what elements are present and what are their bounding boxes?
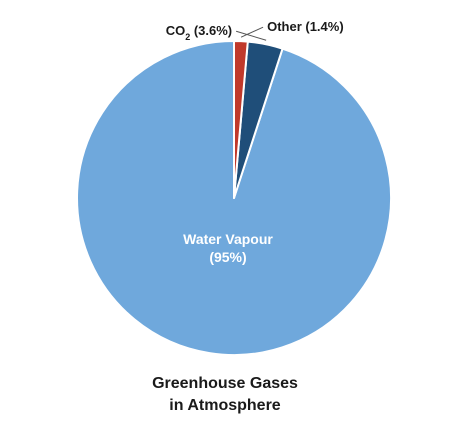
pie-slices	[76, 40, 393, 356]
chart-title-line-1: Greenhouse Gases	[152, 375, 298, 392]
pie-leader-line-co2	[236, 30, 267, 41]
pie-label-water-vapour-line-2: (95%)	[209, 249, 246, 265]
chart-title-line-2: in Atmosphere	[169, 397, 281, 414]
pie-label-co2-value: (3.6%)	[190, 23, 232, 38]
pie-label-co2-subscript: 2	[185, 32, 190, 42]
pie-label-co2-main: CO	[166, 23, 186, 38]
pie-leader-line-other	[240, 26, 264, 38]
pie-label-water-vapour-line-1: Water Vapour	[183, 231, 273, 247]
pie-label-other-main: Other (1.4%)	[267, 19, 344, 34]
pie-label-co2: CO2 (3.6%)	[166, 23, 232, 42]
chart-title: Greenhouse Gases in Atmosphere	[152, 375, 298, 414]
pie-label-other: Other (1.4%)	[267, 19, 344, 34]
pie-labels: Water Vapour (95%) CO2 (3.6%) Other (1.4%)	[166, 19, 344, 265]
pie-slice-other	[233, 40, 249, 199]
